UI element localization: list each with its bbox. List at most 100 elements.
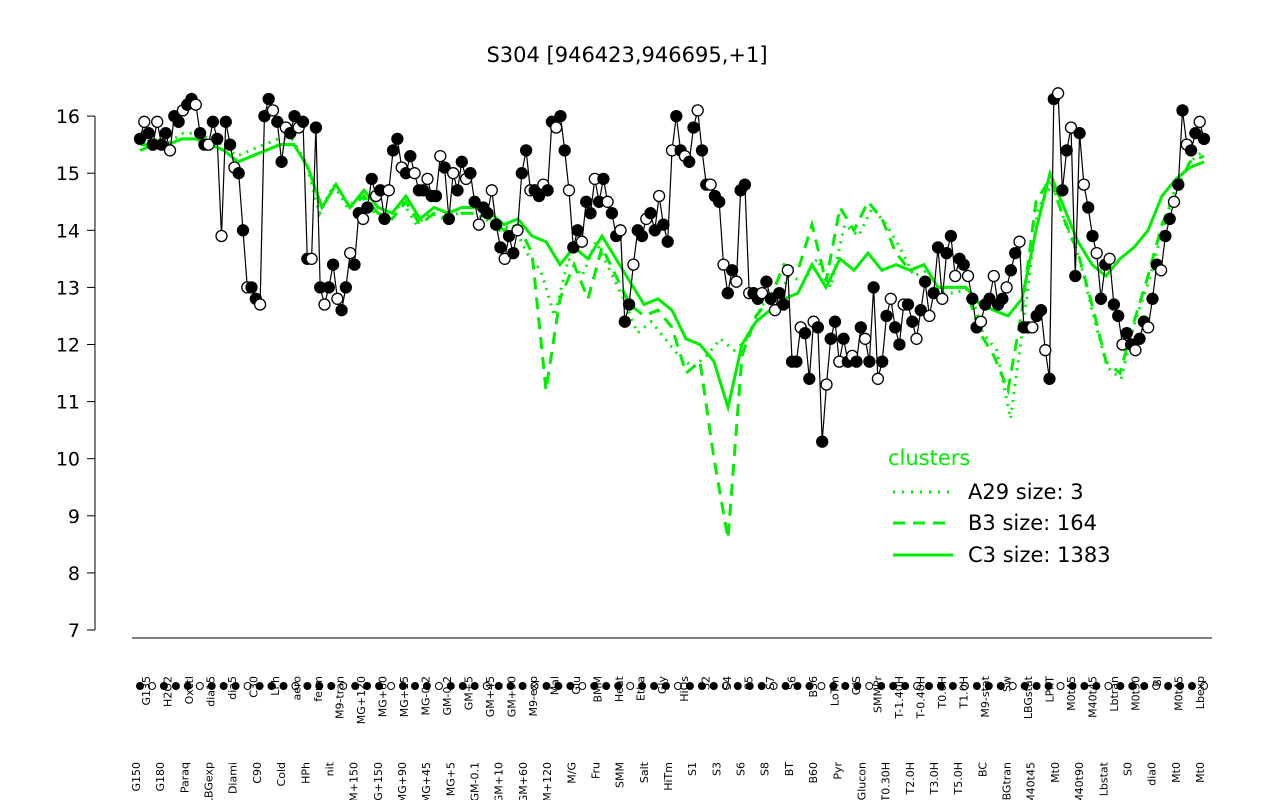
- data-point: [683, 155, 696, 168]
- rug-mark: [1044, 682, 1053, 690]
- data-point: [1086, 229, 1099, 243]
- data-point: [858, 332, 872, 345]
- rug-mark: [841, 682, 850, 690]
- data-point: [202, 138, 215, 151]
- data-point: [854, 321, 867, 334]
- x-tick-label: H2O2: [162, 676, 175, 707]
- data-point: [918, 275, 932, 288]
- data-point: [721, 286, 734, 300]
- y-tick-label: 16: [56, 106, 80, 128]
- data-point: [949, 269, 962, 283]
- rug-mark: [602, 682, 611, 690]
- data-point: [837, 332, 850, 345]
- x-tick-label: T-1.40H: [893, 676, 906, 719]
- rug-mark: [219, 682, 228, 690]
- x-tick-label: S4: [721, 676, 734, 690]
- axes: 7 8 9 10 11 12 13 14 15 16: [56, 106, 1212, 642]
- rug-mark: [1164, 682, 1173, 690]
- x-tick-label: SMM: [614, 762, 627, 788]
- y-tick-label: 13: [56, 277, 80, 299]
- data-point: [828, 315, 842, 328]
- data-point: [893, 338, 906, 351]
- data-point: [1197, 132, 1211, 146]
- data-point: [318, 298, 331, 311]
- data-point: [1056, 184, 1069, 197]
- rug-mark: [1080, 682, 1089, 690]
- data-point: [1133, 332, 1146, 345]
- data-point: [584, 207, 597, 220]
- data-point: [159, 127, 172, 140]
- data-point: [438, 161, 451, 174]
- x-tick-label: dia15: [205, 676, 218, 707]
- data-point: [670, 109, 683, 123]
- data-point: [1193, 115, 1206, 128]
- rug-mark: [351, 682, 360, 690]
- data-point: [850, 355, 863, 368]
- rug-mark: [542, 682, 551, 690]
- series-line-c3: [140, 137, 1205, 414]
- data-point: [361, 201, 374, 214]
- y-tick-label: 15: [56, 163, 80, 185]
- x-tick-label: GM+60: [517, 762, 530, 800]
- data-point: [253, 298, 267, 311]
- data-point: [288, 109, 301, 123]
- rug-mark: [136, 682, 144, 690]
- data-point: [485, 184, 498, 197]
- data-point: [322, 281, 335, 294]
- data-point: [940, 246, 953, 260]
- data-point: [326, 258, 340, 271]
- data-point: [996, 292, 1009, 305]
- x-tick-label: LBGstat: [1022, 675, 1035, 719]
- rug-mark: [267, 682, 276, 690]
- chart-title: S304 [946423,946695,+1]: [486, 43, 767, 67]
- rug-mark: [817, 682, 826, 690]
- data-point: [133, 132, 147, 146]
- data-point: [1090, 246, 1103, 260]
- x-tick-label: MG+45: [420, 762, 433, 800]
- x-tick-label: S2: [699, 676, 712, 690]
- x-tick-label: Salt: [638, 761, 651, 783]
- data-point: [532, 189, 546, 203]
- x-tick-label: M9-exp: [527, 676, 540, 717]
- data-point: [635, 229, 649, 243]
- x-tick-label: S0: [1122, 762, 1135, 776]
- rug-mark: [399, 682, 407, 690]
- data-point: [468, 195, 481, 208]
- data-point: [652, 189, 666, 203]
- data-point: [305, 252, 318, 265]
- x-tick-label: C30: [248, 676, 261, 698]
- rug-mark: [889, 682, 898, 690]
- data-point: [944, 229, 958, 243]
- data-point: [417, 184, 430, 197]
- x-tick-label: Lbstat: [1097, 761, 1110, 796]
- data-point: [974, 315, 988, 328]
- data-point: [172, 115, 185, 128]
- data-point: [262, 92, 275, 106]
- data-point: [365, 172, 378, 186]
- data-point: [1009, 246, 1022, 260]
- x-tick-label: G135: [140, 676, 153, 706]
- data-point: [790, 355, 803, 368]
- x-tick-labels: G135 H2O2 Oxctl dia15 dia5 C30 LPh aero ferm M9-t…: [130, 675, 1207, 800]
- data-point: [232, 167, 245, 180]
- x-tick-label: S8: [759, 762, 772, 776]
- data-point: [489, 218, 503, 231]
- x-tick-label: MG+90: [396, 762, 409, 800]
- data-point: [983, 292, 996, 305]
- legend-label-c3: C3 size: 1383: [968, 543, 1111, 567]
- x-tick-label: Mt0: [1170, 762, 1183, 783]
- data-point: [215, 229, 228, 243]
- data-point: [335, 304, 348, 317]
- x-tick-label: T-0.40H: [914, 676, 927, 719]
- x-tick-label: Pyr: [831, 762, 844, 780]
- data-point: [245, 281, 258, 294]
- x-tick-label: S6: [785, 676, 798, 690]
- x-tick-label: nit: [324, 761, 337, 776]
- data-point: [541, 184, 554, 197]
- data-point: [142, 127, 155, 140]
- rug-mark: [1188, 682, 1196, 690]
- x-tick-label: M9-tran: [334, 676, 347, 719]
- rug-mark: [207, 682, 216, 690]
- data-point: [562, 184, 576, 197]
- data-point: [1184, 144, 1198, 157]
